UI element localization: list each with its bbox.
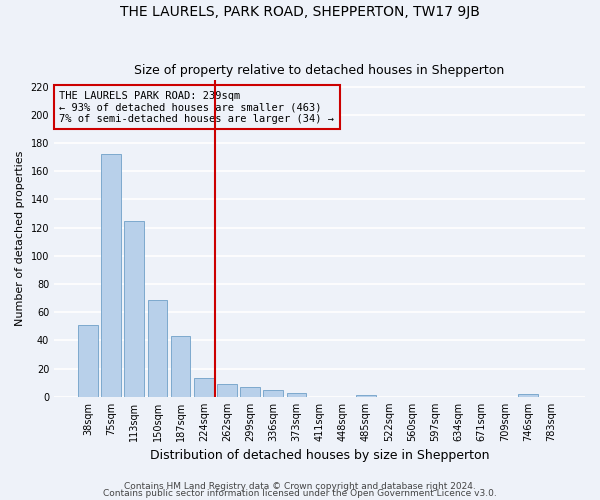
Text: Contains HM Land Registry data © Crown copyright and database right 2024.: Contains HM Land Registry data © Crown c…	[124, 482, 476, 491]
Text: THE LAURELS PARK ROAD: 239sqm
← 93% of detached houses are smaller (463)
7% of s: THE LAURELS PARK ROAD: 239sqm ← 93% of d…	[59, 90, 334, 124]
Bar	[240, 387, 260, 397]
Bar	[148, 300, 167, 397]
Bar	[101, 154, 121, 397]
Y-axis label: Number of detached properties: Number of detached properties	[15, 150, 25, 326]
Bar	[518, 394, 538, 397]
Bar	[78, 325, 98, 397]
Bar	[263, 390, 283, 397]
Bar	[171, 336, 190, 397]
Bar	[124, 220, 144, 397]
Bar	[194, 378, 214, 397]
Bar	[356, 396, 376, 397]
Bar	[287, 392, 306, 397]
X-axis label: Distribution of detached houses by size in Shepperton: Distribution of detached houses by size …	[150, 450, 489, 462]
Text: Contains public sector information licensed under the Open Government Licence v3: Contains public sector information licen…	[103, 489, 497, 498]
Bar	[217, 384, 237, 397]
Title: Size of property relative to detached houses in Shepperton: Size of property relative to detached ho…	[134, 64, 505, 77]
Text: THE LAURELS, PARK ROAD, SHEPPERTON, TW17 9JB: THE LAURELS, PARK ROAD, SHEPPERTON, TW17…	[120, 5, 480, 19]
